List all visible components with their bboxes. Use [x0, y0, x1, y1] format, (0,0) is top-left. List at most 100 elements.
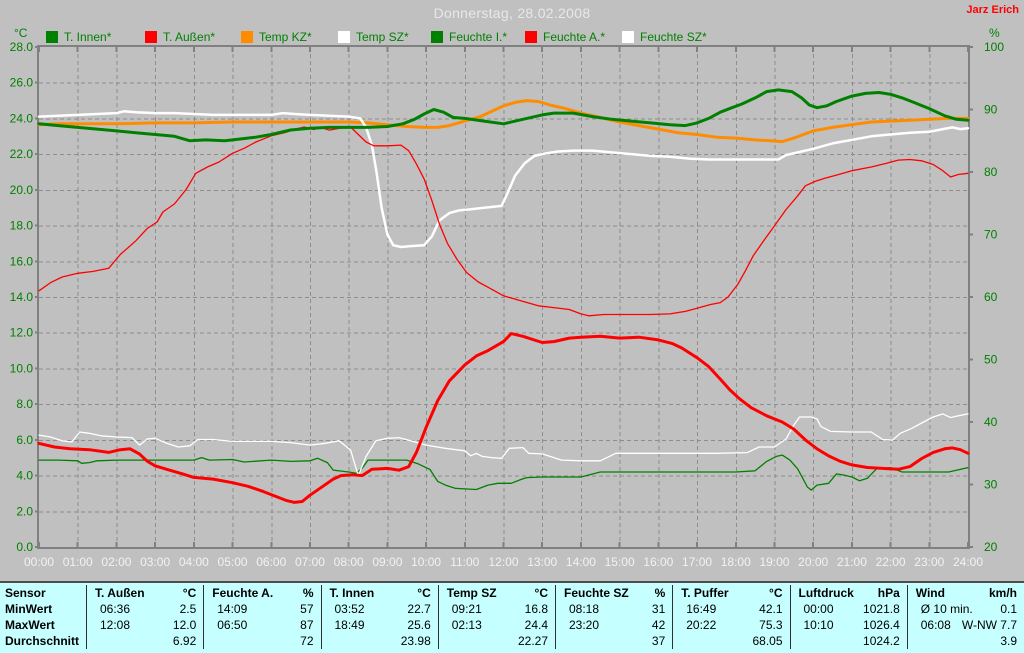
svg-text:07:00: 07:00 — [295, 555, 325, 569]
cell-time: 03:52 — [334, 602, 365, 616]
col-name: Feuchte A. — [212, 586, 274, 600]
legend-item-temp-sz: Temp SZ* — [338, 30, 409, 44]
table-cell: 08:18 31 — [555, 601, 672, 617]
svg-text:11:00: 11:00 — [450, 555, 479, 569]
cell-value: 23.98 — [400, 634, 431, 648]
feuchte-sz-swatch-icon — [622, 31, 634, 43]
left-axis-unit-label: °C — [14, 26, 28, 40]
table-row-avg: Durchschnitt 6.92 72 23.98 22.27 37 68.0… — [0, 633, 1024, 649]
svg-text:05:00: 05:00 — [218, 555, 248, 569]
table-cell: 03:52 22.7 — [320, 601, 438, 617]
table-cell: 22.27 — [437, 633, 555, 649]
svg-text:20: 20 — [984, 540, 998, 554]
table-row-label: Durchschnitt — [5, 634, 80, 648]
cell-value: 3.9 — [1000, 634, 1017, 648]
t-innen-swatch-icon — [46, 31, 58, 43]
table-col-header: Luftdruck hPa — [789, 585, 907, 601]
svg-text:24.0: 24.0 — [10, 111, 34, 125]
svg-text:14.0: 14.0 — [10, 290, 34, 304]
col-name: T. Innen — [329, 586, 375, 600]
cell-value: 1021.8 — [863, 602, 900, 616]
svg-text:30: 30 — [984, 478, 998, 492]
svg-text:13:00: 13:00 — [527, 555, 557, 569]
cell-time: 16:49 — [686, 602, 717, 616]
col-unit: °C — [417, 586, 431, 600]
col-unit: °C — [182, 586, 197, 600]
svg-text:20:00: 20:00 — [798, 555, 828, 569]
series-line-t-innen — [37, 88, 970, 143]
cell-value: 68.05 — [752, 634, 783, 648]
chart-legend: T. Innen* T. Außen* Temp KZ* Temp SZ* Fe… — [0, 0, 1024, 46]
axis-ticks — [35, 46, 973, 548]
x-axis-labels: 00:00 01:00 02:00 03:00 04:00 05:00 06:00 07:00… — [24, 555, 983, 569]
table-cell: 1024.2 — [789, 633, 907, 649]
table-cell: 06:50 87 — [203, 617, 320, 633]
legend-item-feuchte-sz: Feuchte SZ* — [622, 30, 707, 44]
svg-text:23:00: 23:00 — [914, 555, 944, 569]
table-row-label: MinWert — [5, 602, 53, 616]
svg-text:70: 70 — [984, 228, 998, 242]
author-watermark: Jarz Erich — [966, 4, 1019, 16]
svg-text:06:00: 06:00 — [256, 555, 286, 569]
stats-table: Sensor T. Außen °C Feuchte A.% T. Innen °C… — [0, 581, 1024, 653]
table-col-header: T. Innen °C — [320, 585, 438, 601]
svg-text:80: 80 — [984, 165, 998, 179]
svg-text:20.0: 20.0 — [10, 183, 34, 197]
table-col-header: Wind km/h — [906, 585, 1024, 601]
cell-value: 12.0 — [172, 618, 197, 632]
col-name: T. Puffer — [681, 586, 729, 600]
table-cell: 23:20 42 — [555, 617, 672, 633]
legend-label: Temp KZ* — [259, 30, 312, 44]
svg-text:16:00: 16:00 — [643, 555, 673, 569]
svg-text:15:00: 15:00 — [605, 555, 635, 569]
svg-text:16.0: 16.0 — [10, 254, 34, 268]
col-name: Temp SZ — [446, 586, 497, 600]
svg-text:18.0: 18.0 — [10, 219, 34, 233]
svg-text:12.0: 12.0 — [10, 326, 34, 340]
table-cell: 20:22 75.3 — [672, 617, 789, 633]
cell-time: 14:09 — [217, 602, 248, 616]
svg-text:40: 40 — [984, 415, 998, 429]
cell-value: W-NW 7.7 — [961, 618, 1017, 632]
table-cell: 09:21 16.8 — [437, 601, 555, 617]
legend-item-feuchte-i: Feuchte I.* — [431, 30, 507, 44]
cell-value: 22.7 — [407, 602, 431, 616]
legend-label: Feuchte A.* — [543, 30, 606, 44]
svg-text:01:00: 01:00 — [63, 555, 93, 569]
svg-text:22:00: 22:00 — [876, 555, 906, 569]
cell-value: 0.1 — [1000, 602, 1017, 616]
legend-item-t-aussen: T. Außen* — [145, 30, 215, 44]
cell-value: 37 — [651, 634, 666, 648]
col-unit: km/h — [988, 586, 1017, 600]
svg-text:10:00: 10:00 — [411, 555, 441, 569]
left-axis-labels: 28.0 26.0 24.0 22.0 20.0 18.0 16.0 14.0 12.0 10.0… — [10, 40, 34, 554]
svg-text:17:00: 17:00 — [682, 555, 712, 569]
cell-time: 18:49 — [334, 618, 365, 632]
table-col-header: T. Außen °C — [86, 585, 203, 601]
col-name: Wind — [915, 586, 945, 600]
svg-text:4.0: 4.0 — [16, 469, 33, 483]
cell-time: 09:21 — [451, 602, 482, 616]
table-cell: 06:36 2.5 — [86, 601, 203, 617]
cell-time: 06:36 — [100, 602, 131, 616]
legend-item-t-innen: T. Innen* — [46, 30, 111, 44]
cell-time: 06:08 — [920, 618, 951, 632]
series-line-temp-kz — [37, 99, 970, 144]
svg-text:24:00: 24:00 — [953, 555, 983, 569]
cell-time: 12:08 — [100, 618, 131, 632]
svg-text:6.0: 6.0 — [16, 433, 33, 447]
svg-text:12:00: 12:00 — [488, 555, 518, 569]
cell-time: 00:00 — [803, 602, 834, 616]
t-aussen-swatch-icon — [145, 31, 157, 43]
table-row-max: MaxWert 12:08 12.0 06:50 87 18:49 25.6 02:1… — [0, 617, 1024, 633]
table-col-header: Feuchte A.% — [203, 585, 320, 601]
cell-value: 25.6 — [407, 618, 431, 632]
cell-value: 2.5 — [179, 602, 197, 616]
svg-text:00:00: 00:00 — [24, 555, 54, 569]
legend-item-feuchte-a: Feuchte A.* — [525, 30, 605, 44]
svg-text:50: 50 — [984, 353, 998, 367]
legend-label: Temp SZ* — [356, 30, 409, 44]
table-row-min: MinWert 06:36 2.5 14:09 57 03:52 22.7 09:21… — [0, 601, 1024, 617]
legend-label: Feuchte SZ* — [640, 30, 707, 44]
